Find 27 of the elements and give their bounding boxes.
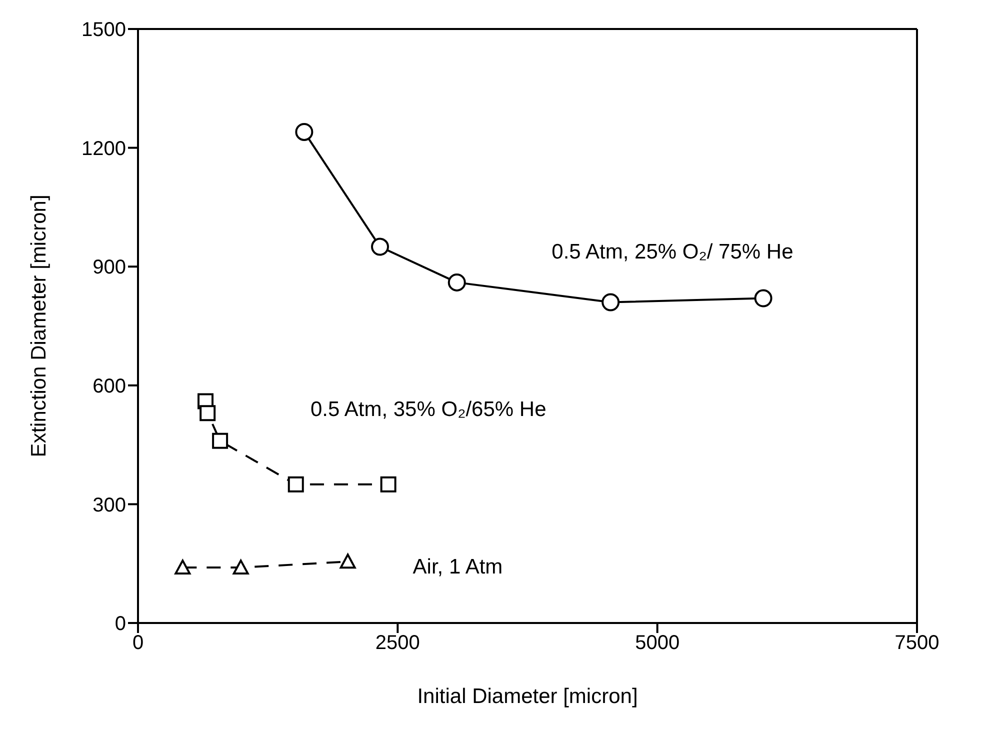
x-tick-label: 7500 bbox=[894, 632, 940, 654]
point bbox=[448, 273, 466, 292]
point bbox=[232, 560, 249, 575]
x-axis-title: Initial Diameter [micron] bbox=[417, 685, 638, 708]
y-tick-label: 0 bbox=[114, 613, 126, 636]
y-tick-label: 900 bbox=[92, 256, 126, 279]
y-axis-title: Extinction Diameter [micron] bbox=[27, 194, 50, 458]
y-tick-label: 600 bbox=[92, 376, 126, 398]
y-tick-label: 300 bbox=[92, 494, 126, 516]
y-tick-label: 1200 bbox=[82, 138, 126, 160]
text: Air, 1 Atm bbox=[412, 556, 503, 579]
series-label: 0.5 Atm, 25% O₂/ 75% He bbox=[552, 240, 794, 264]
point bbox=[288, 476, 304, 492]
x-tick-label: 2500 bbox=[375, 632, 420, 654]
point bbox=[212, 432, 228, 449]
x-tick-label: 0 bbox=[132, 632, 144, 654]
text: 0.5 Atm, 35% O₂/65% He bbox=[310, 398, 546, 422]
point bbox=[174, 560, 191, 575]
point bbox=[602, 293, 620, 312]
y-tick-label: 1500 bbox=[82, 19, 126, 42]
point bbox=[295, 122, 314, 141]
point bbox=[754, 289, 772, 308]
point bbox=[380, 476, 396, 492]
x-tick-label: 5000 bbox=[635, 632, 680, 654]
point bbox=[200, 405, 216, 422]
point bbox=[371, 238, 390, 256]
point bbox=[340, 554, 356, 569]
